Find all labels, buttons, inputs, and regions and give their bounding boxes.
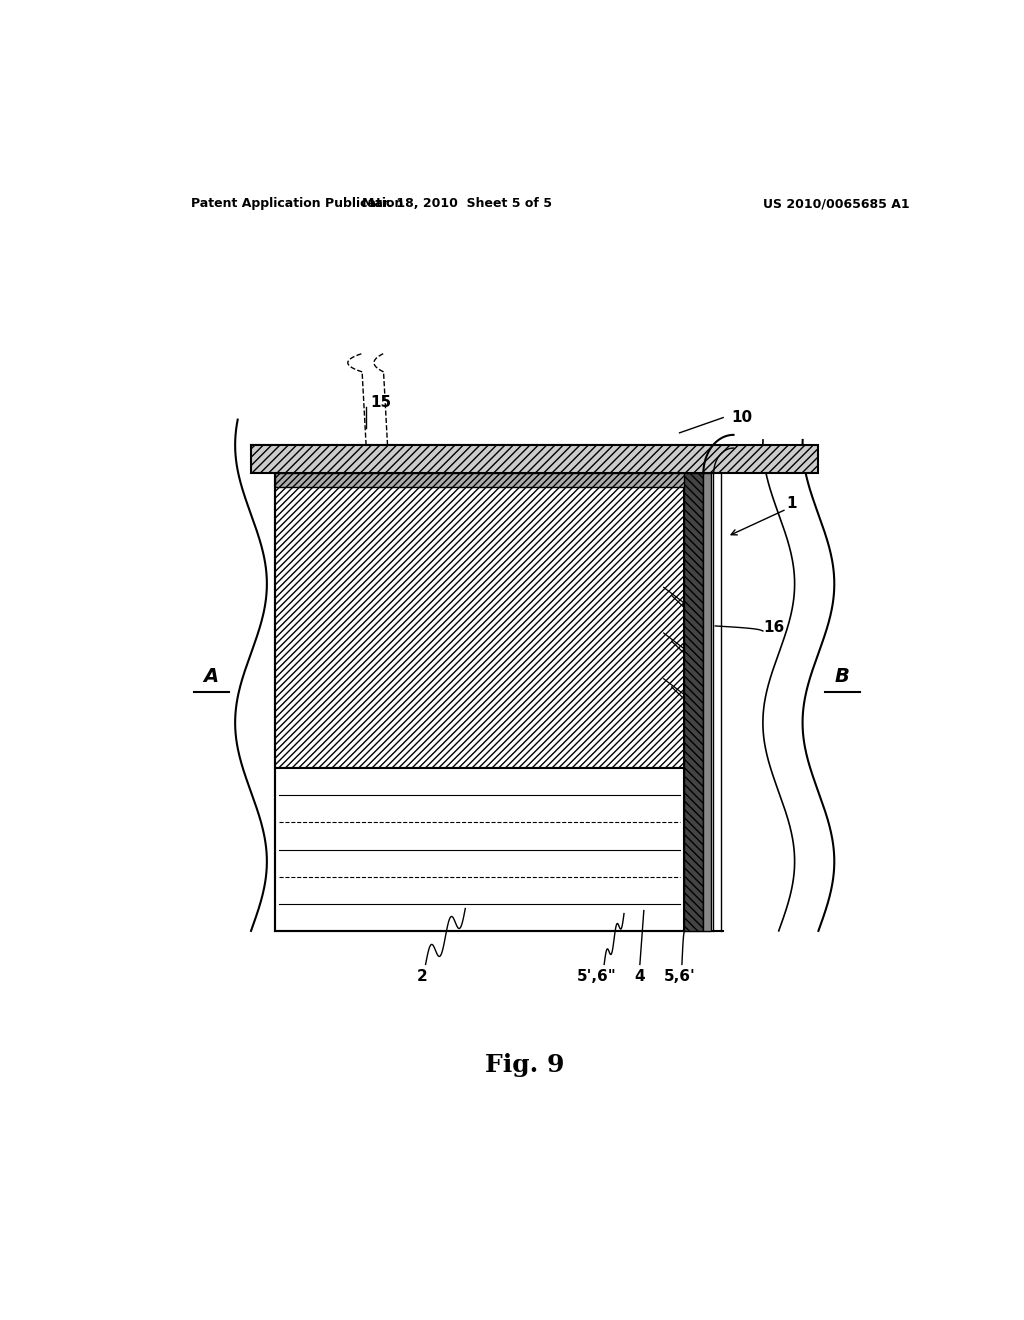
- Bar: [684, 474, 703, 931]
- Bar: [274, 474, 684, 768]
- Text: Fig. 9: Fig. 9: [485, 1053, 564, 1077]
- Bar: [274, 474, 703, 487]
- Text: 5',6": 5',6": [577, 969, 616, 985]
- Text: 15: 15: [370, 395, 391, 409]
- Bar: [251, 445, 818, 474]
- Bar: [251, 445, 818, 474]
- Text: 1: 1: [786, 496, 798, 511]
- Bar: [703, 474, 712, 931]
- Bar: [274, 768, 684, 931]
- Text: 16: 16: [763, 620, 784, 635]
- Text: B: B: [835, 668, 850, 686]
- Text: Mar. 18, 2010  Sheet 5 of 5: Mar. 18, 2010 Sheet 5 of 5: [362, 197, 552, 210]
- Text: 4: 4: [635, 969, 645, 985]
- Bar: [274, 474, 703, 487]
- Bar: [684, 474, 703, 931]
- Text: 10: 10: [731, 411, 753, 425]
- Text: 5,6': 5,6': [664, 969, 695, 985]
- Text: Patent Application Publication: Patent Application Publication: [191, 197, 403, 210]
- Text: US 2010/0065685 A1: US 2010/0065685 A1: [763, 197, 909, 210]
- Text: A: A: [204, 668, 219, 686]
- Text: 2: 2: [417, 969, 427, 985]
- Bar: [274, 474, 684, 768]
